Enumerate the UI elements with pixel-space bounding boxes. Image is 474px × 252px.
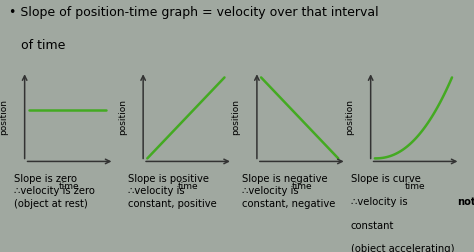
- Text: of time: of time: [9, 39, 66, 52]
- Text: position: position: [232, 99, 240, 134]
- Text: ∴velocity is: ∴velocity is: [351, 196, 410, 206]
- Text: Slope is negative
∴velocity is
constant, negative: Slope is negative ∴velocity is constant,…: [242, 173, 335, 208]
- Text: time: time: [59, 181, 80, 190]
- Text: Slope is positive
∴velocity is
constant, positive: Slope is positive ∴velocity is constant,…: [128, 173, 217, 208]
- Text: position: position: [0, 99, 8, 134]
- Text: time: time: [292, 181, 312, 190]
- Text: Slope is zero
∴velocity is zero
(object at rest): Slope is zero ∴velocity is zero (object …: [14, 173, 95, 208]
- Text: time: time: [405, 181, 426, 190]
- Text: position: position: [118, 99, 127, 134]
- Text: time: time: [178, 181, 198, 190]
- Text: Slope is curve: Slope is curve: [351, 173, 420, 183]
- Text: position: position: [346, 99, 354, 134]
- Text: (object accelerating): (object accelerating): [351, 243, 454, 252]
- Text: not: not: [457, 196, 474, 206]
- Text: • Slope of position-time graph = velocity over that interval: • Slope of position-time graph = velocit…: [9, 6, 379, 19]
- Text: constant: constant: [351, 220, 394, 230]
